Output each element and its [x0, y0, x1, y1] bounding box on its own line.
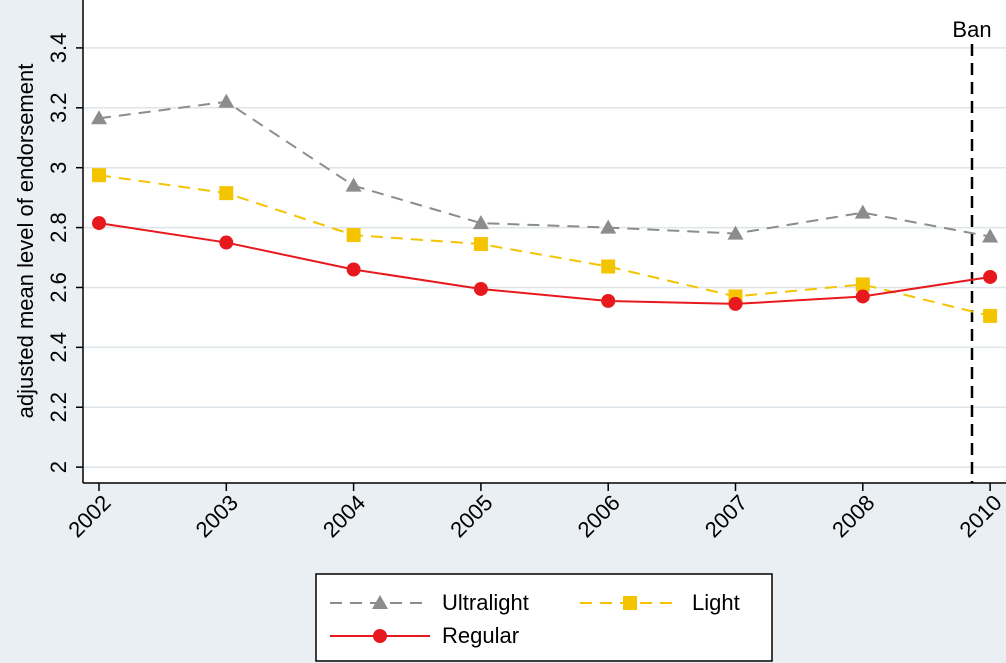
point	[473, 281, 488, 296]
x-tick-label: 2008	[827, 490, 879, 542]
y-tick-label: 3	[46, 162, 71, 174]
point	[92, 216, 106, 231]
y-tick-label: 2.8	[46, 212, 71, 243]
series-line	[98, 222, 991, 305]
y-tick-label: 2.6	[46, 272, 71, 303]
point	[472, 215, 489, 230]
x-tick-label: 2007	[700, 490, 752, 542]
point	[92, 168, 106, 183]
plot-area	[83, 0, 1006, 483]
x-tick-label: 2006	[573, 490, 625, 542]
point	[219, 235, 234, 250]
point	[855, 289, 870, 304]
y-axis-title: adjusted mean level of endorsement	[13, 64, 38, 419]
annotation: Ban	[952, 17, 991, 42]
legend-marker	[372, 595, 388, 609]
point	[219, 186, 234, 201]
point	[983, 308, 998, 323]
x-tick-label: 2004	[318, 490, 370, 542]
legend-marker	[623, 596, 637, 610]
point	[601, 293, 616, 308]
y-tick-label: 3.4	[46, 33, 71, 64]
legend-label: Regular	[442, 623, 519, 648]
legend-marker	[373, 629, 387, 643]
point	[346, 262, 361, 277]
point	[982, 228, 999, 243]
point	[727, 225, 744, 240]
point	[345, 177, 362, 192]
point	[855, 277, 870, 292]
y-tick-label: 2.4	[46, 332, 71, 363]
y-tick-label: 2.2	[46, 392, 71, 423]
legend-label: Ultralight	[442, 590, 529, 615]
point	[600, 219, 617, 234]
x-tick-label: 2002	[63, 490, 115, 542]
point	[728, 296, 743, 311]
legend	[315, 573, 773, 662]
x-tick-label: 2003	[191, 490, 243, 542]
grid	[83, 47, 1006, 468]
point	[218, 93, 235, 108]
point	[473, 237, 488, 252]
point	[91, 110, 107, 125]
x-tick-label: 2010	[954, 490, 1006, 542]
point	[854, 204, 871, 219]
point	[983, 269, 998, 284]
y-tick-label: 3.2	[46, 93, 71, 124]
x-tick-label: 2005	[445, 490, 497, 542]
point	[346, 228, 361, 243]
point	[601, 259, 616, 274]
series-line	[98, 174, 991, 317]
legend-label: Light	[692, 590, 740, 615]
y-tick-label: 2	[46, 461, 71, 473]
